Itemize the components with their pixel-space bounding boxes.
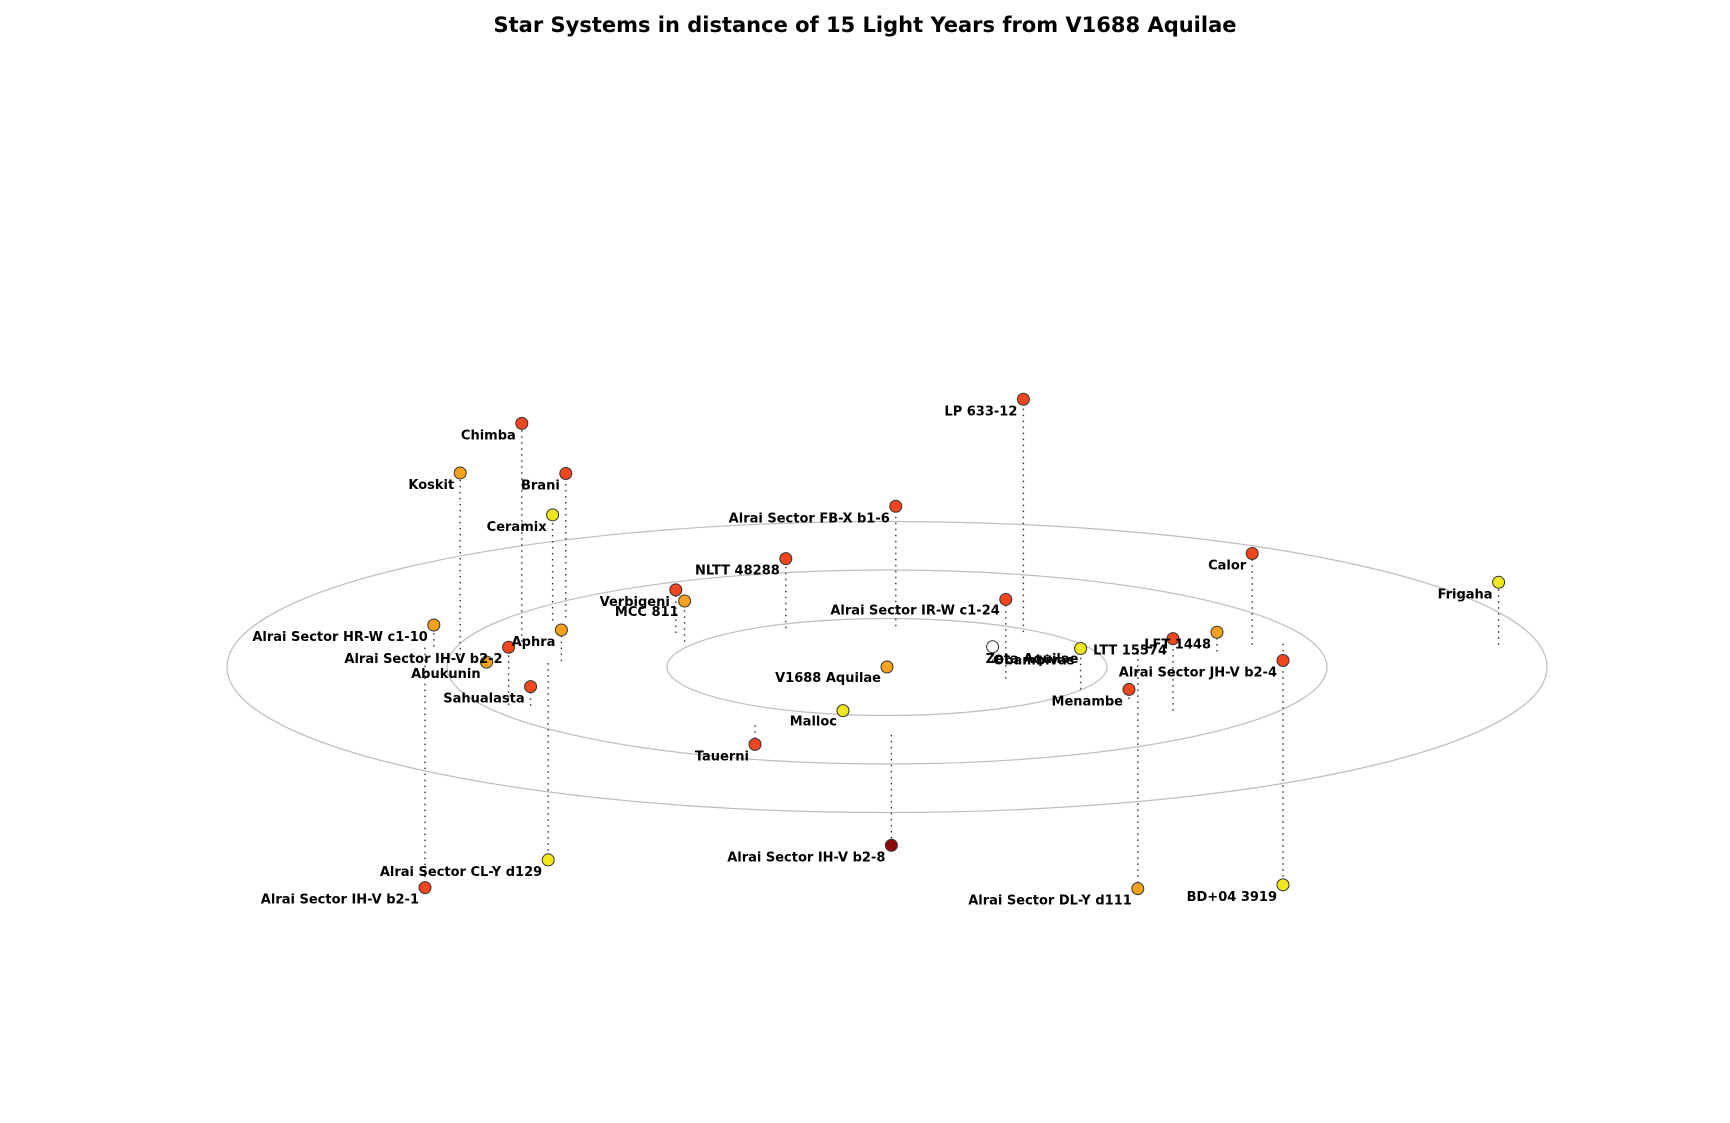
star-alrai-sector-ir-w-c1-24 [999, 592, 1013, 606]
star-alrai-sector-jh-v-b2-4 [1276, 654, 1290, 668]
star-zeta-aquilae [986, 640, 1000, 654]
label-malloc: Malloc [790, 715, 837, 730]
star-alrai-sector-fb-x-b1-6 [889, 499, 903, 513]
distance-rings [226, 520, 1548, 814]
star-verbigeni [669, 583, 683, 597]
star-alrai-sector-dl-y-d111 [1131, 882, 1145, 896]
label-zeta-aquilae: Zeta Aquilae [986, 652, 1079, 667]
star-lft-1448 [1210, 625, 1224, 639]
star-alrai-sector-hr-w-c1-10 [427, 618, 441, 632]
label-calor: Calor [1208, 558, 1247, 573]
star-menambe [1122, 682, 1136, 696]
star-sahualasta [524, 680, 538, 694]
label-alrai-sector-dl-y-d111: Alrai Sector DL-Y d111 [968, 894, 1132, 909]
star-chimba [515, 416, 529, 430]
label-brani: Brani [521, 479, 560, 494]
star-v1688-aquilae [880, 660, 894, 674]
star-tauerni [748, 737, 762, 751]
label-alrai-sector-hr-w-c1-10: Alrai Sector HR-W c1-10 [252, 630, 427, 645]
chart-title: Star Systems in distance of 15 Light Yea… [494, 13, 1237, 37]
star-lp-633-12 [1016, 392, 1030, 406]
label-abukunin: Abukunin [411, 667, 481, 682]
label-v1688-aquilae: V1688 Aquilae [775, 671, 881, 686]
label-verbigeni: Verbigeni [600, 595, 670, 610]
star-alrai-sector-ih-v-b2-1 [418, 881, 432, 895]
star-ltt-15574 [1166, 632, 1180, 646]
star-alrai-sector-ih-v-b2-8 [884, 838, 898, 852]
label-lp-633-12: LP 633-12 [944, 404, 1017, 419]
height-stems [424, 399, 1500, 889]
star-abukunin [480, 655, 494, 669]
star-aphra [554, 623, 568, 637]
label-alrai-sector-ir-w-c1-24: Alrai Sector IR-W c1-24 [830, 603, 999, 618]
star-alrai-sector-cl-y-d129 [541, 853, 555, 867]
ring-5ly [666, 617, 1108, 717]
label-lft-1448: LFT 1448 [1144, 637, 1211, 652]
star-brani [559, 467, 573, 481]
label-alrai-sector-cl-y-d129: Alrai Sector CL-Y d129 [380, 865, 542, 880]
label-alrai-sector-ih-v-b2-8: Alrai Sector IH-V b2-8 [727, 850, 885, 865]
label-tauerni: Tauerni [695, 749, 749, 764]
label-mcc-811: MCC 811 [615, 605, 679, 620]
star-calor [1245, 546, 1259, 560]
star-mcc-811 [678, 594, 692, 608]
label-nltt-48288: NLTT 48288 [695, 564, 780, 579]
star-malloc [836, 704, 850, 718]
star-frigaha [1492, 575, 1506, 589]
label-alrai-sector-ih-v-b2-1: Alrai Sector IH-V b2-1 [261, 893, 419, 908]
star-koskit [453, 466, 467, 480]
label-alrai-sector-ih-v-b2-2: Alrai Sector IH-V b2-2 [344, 652, 502, 667]
label-chimba: Chimba [461, 428, 516, 443]
label-aphra: Aphra [512, 635, 556, 650]
label-obambivas: Obambivas [993, 654, 1075, 669]
star-bd-04-3919 [1276, 878, 1290, 892]
label-bd-04-3919: BD+04 3919 [1187, 890, 1277, 905]
star-obambivas [1074, 642, 1088, 656]
label-sahualasta: Sahualasta [443, 692, 524, 707]
star-ceramix [546, 508, 560, 522]
label-koskit: Koskit [408, 478, 454, 493]
label-alrai-sector-jh-v-b2-4: Alrai Sector JH-V b2-4 [1119, 666, 1277, 681]
star-labels: V1688 Aquilae Zeta Aquilae Alrai Sector IR… [252, 404, 1492, 908]
label-menambe: Menambe [1052, 694, 1124, 709]
star-alrai-sector-ih-v-b2-2 [502, 640, 516, 654]
ring-15ly [226, 520, 1548, 814]
ring-10ly [446, 569, 1328, 765]
label-alrai-sector-fb-x-b1-6: Alrai Sector FB-X b1-6 [729, 511, 890, 526]
label-ltt-15574: LTT 15574 [1093, 644, 1167, 659]
label-ceramix: Ceramix [487, 520, 548, 535]
star-nltt-48288 [779, 552, 793, 566]
label-frigaha: Frigaha [1438, 587, 1493, 602]
star-markers [418, 392, 1506, 896]
